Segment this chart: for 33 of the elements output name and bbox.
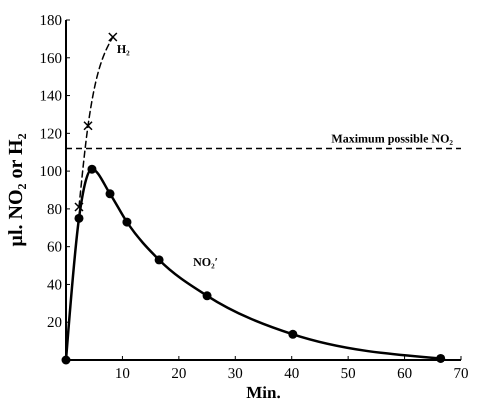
point bbox=[74, 202, 84, 212]
x-axis-title: Min. bbox=[246, 383, 281, 402]
point bbox=[87, 164, 96, 174]
y-axis-title: µl. NO₂ or H₂ bbox=[5, 133, 27, 247]
point bbox=[108, 32, 118, 42]
point bbox=[106, 189, 115, 198]
x-tick-label: 50 bbox=[340, 366, 356, 382]
point bbox=[74, 214, 84, 223]
y-tick-label: 140 bbox=[40, 88, 62, 105]
y-tick-label: 180 bbox=[40, 13, 62, 29]
series-label: H₂ bbox=[116, 42, 130, 56]
point bbox=[202, 291, 212, 300]
ref-line-label: Maximum possible NO₂ bbox=[331, 131, 454, 146]
point bbox=[122, 218, 132, 227]
y-tick-label: 60 bbox=[47, 240, 62, 256]
x-tick-label: 60 bbox=[397, 366, 412, 382]
x-tick-label: 40 bbox=[284, 366, 300, 382]
series-label: NO₂′ bbox=[193, 254, 218, 269]
y-tick-label: 80 bbox=[47, 202, 62, 218]
x-tick-label: 10 bbox=[114, 366, 130, 382]
y-tick-label: 160 bbox=[40, 50, 62, 67]
y-tick-label: 120 bbox=[40, 126, 62, 142]
y-tick-label: 20 bbox=[47, 315, 62, 332]
point bbox=[288, 330, 298, 339]
x-tick-label: 70 bbox=[454, 366, 468, 382]
point bbox=[154, 255, 164, 264]
x-tick-label: 30 bbox=[228, 366, 243, 382]
x-tick-label: 20 bbox=[171, 366, 186, 382]
point bbox=[436, 354, 446, 363]
y-tick-label: 40 bbox=[47, 277, 62, 294]
point bbox=[62, 356, 70, 364]
y-tick-label: 100 bbox=[40, 164, 62, 180]
point bbox=[83, 121, 93, 131]
